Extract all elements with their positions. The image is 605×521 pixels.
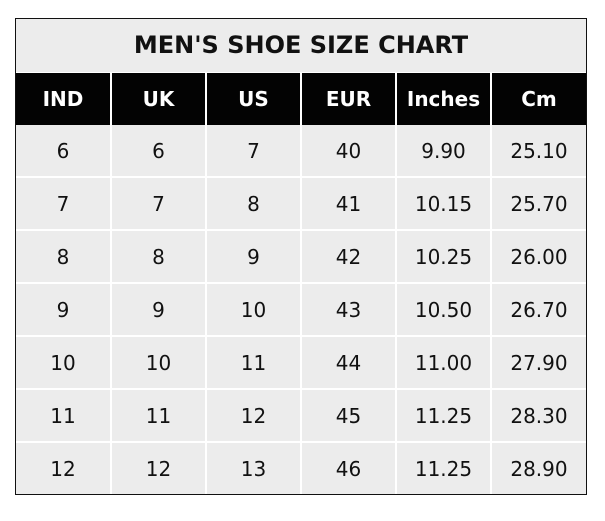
- cell-inches: 11.25: [395, 441, 491, 494]
- chart-title: MEN'S SHOE SIZE CHART: [16, 19, 586, 73]
- cell-us: 12: [205, 388, 301, 442]
- cell-ind: 12: [16, 441, 111, 494]
- cell-us: 13: [205, 441, 301, 494]
- column-header-inches: Inches: [395, 73, 491, 125]
- table-row: 10 10 11 44 11.00 27.90: [16, 335, 586, 389]
- table-row: 6 6 7 40 9.90 25.10: [16, 125, 586, 177]
- cell-eur: 44: [300, 335, 396, 389]
- header-row: IND UK US EUR Inches Cm: [16, 73, 586, 125]
- cell-ind: 7: [16, 176, 111, 230]
- table-row: 9 9 10 43 10.50 26.70: [16, 282, 586, 336]
- cell-us: 11: [205, 335, 301, 389]
- cell-cm: 25.10: [490, 125, 586, 177]
- cell-cm: 26.70: [490, 282, 586, 336]
- cell-inches: 11.00: [395, 335, 491, 389]
- cell-uk: 8: [110, 229, 206, 283]
- cell-ind: 10: [16, 335, 111, 389]
- cell-ind: 8: [16, 229, 111, 283]
- table-row: 8 8 9 42 10.25 26.00: [16, 229, 586, 283]
- column-header-eur: EUR: [300, 73, 396, 125]
- cell-eur: 41: [300, 176, 396, 230]
- cell-inches: 10.50: [395, 282, 491, 336]
- table-row: 11 11 12 45 11.25 28.30: [16, 388, 586, 442]
- size-table: IND UK US EUR Inches Cm 6 6 7 40 9.90 25.10 7 7 8 41 10…: [16, 73, 586, 494]
- cell-eur: 40: [300, 125, 396, 177]
- cell-uk: 7: [110, 176, 206, 230]
- cell-cm: 25.70: [490, 176, 586, 230]
- cell-us: 8: [205, 176, 301, 230]
- table-row: 12 12 13 46 11.25 28.90: [16, 441, 586, 494]
- cell-inches: 9.90: [395, 125, 491, 177]
- cell-eur: 46: [300, 441, 396, 494]
- cell-ind: 6: [56, 138, 70, 163]
- cell-us: 9: [205, 229, 301, 283]
- column-header-us: US: [205, 73, 301, 125]
- cell-cm: 27.90: [490, 335, 586, 389]
- cell-inches: 11.25: [395, 388, 491, 442]
- cell-uk: 12: [110, 441, 206, 494]
- cell-eur: 43: [300, 282, 396, 336]
- shoe-size-chart: MEN'S SHOE SIZE CHART IND UK US EUR Inches Cm…: [15, 18, 587, 495]
- cell-cm: 26.00: [490, 229, 586, 283]
- cell-inches: 10.15: [395, 176, 491, 230]
- table-row: 7 7 8 41 10.15 25.70: [16, 176, 586, 230]
- cell-cm: 28.90: [490, 441, 586, 494]
- cell-eur: 42: [300, 229, 396, 283]
- column-header-ind: IND: [16, 73, 111, 125]
- cell-us: 7: [205, 125, 301, 177]
- column-header-cm: Cm: [490, 73, 586, 125]
- cell-eur: 45: [300, 388, 396, 442]
- cell-ind: 11: [16, 388, 111, 442]
- cell-cm: 28.30: [490, 388, 586, 442]
- cell-uk: 6: [110, 125, 206, 177]
- cell-uk: 9: [110, 282, 206, 336]
- cell-uk: 11: [110, 388, 206, 442]
- cell-uk: 10: [110, 335, 206, 389]
- cell-inches: 10.25: [395, 229, 491, 283]
- cell-us: 10: [205, 282, 301, 336]
- cell-ind: 9: [16, 282, 111, 336]
- column-header-uk: UK: [110, 73, 206, 125]
